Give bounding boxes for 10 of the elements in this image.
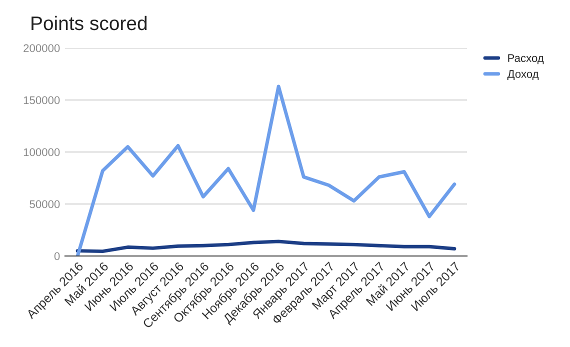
y-tick-label: 150000 xyxy=(24,96,60,104)
y-tick-label: 0 xyxy=(54,252,60,260)
chart-title: Points scored xyxy=(32,16,147,30)
line-series xyxy=(76,240,456,254)
y-tick-label: 200000 xyxy=(24,44,60,52)
y-tick-label: 50000 xyxy=(30,200,60,208)
line-series xyxy=(76,84,456,256)
legend-label: Расход xyxy=(508,54,544,64)
y-tick-label: 100000 xyxy=(24,148,60,156)
legend-label: Доход xyxy=(507,70,539,80)
